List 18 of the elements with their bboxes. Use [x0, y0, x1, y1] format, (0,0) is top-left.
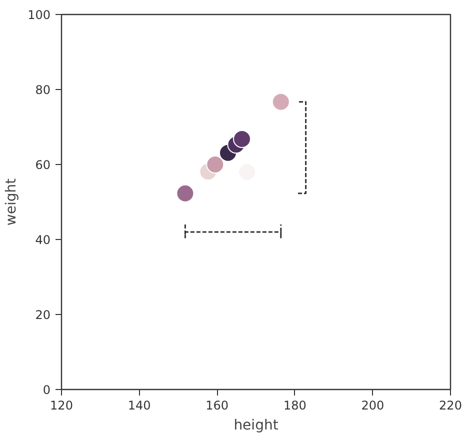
- x-tick-label: 160: [206, 398, 229, 412]
- point: [232, 130, 251, 148]
- point: [272, 92, 290, 111]
- point: [206, 156, 224, 174]
- point: [176, 184, 194, 202]
- y-tick-label: 60: [35, 158, 51, 172]
- x-tick-label: 200: [361, 398, 384, 412]
- y-tick-label: 20: [35, 308, 51, 322]
- y-tick-label: 100: [28, 8, 50, 22]
- x-tick-label: 120: [50, 398, 73, 412]
- x-axis-title: height: [234, 418, 279, 434]
- x-tick-label: 140: [128, 398, 151, 412]
- x-tick-label: 220: [439, 398, 462, 412]
- y-tick-label: 80: [35, 83, 51, 97]
- y-tick-label: 0: [42, 383, 51, 397]
- x-tick-label: 180: [283, 398, 306, 412]
- y-axis-title: weight: [4, 178, 20, 226]
- y-tick-label: 40: [35, 233, 51, 247]
